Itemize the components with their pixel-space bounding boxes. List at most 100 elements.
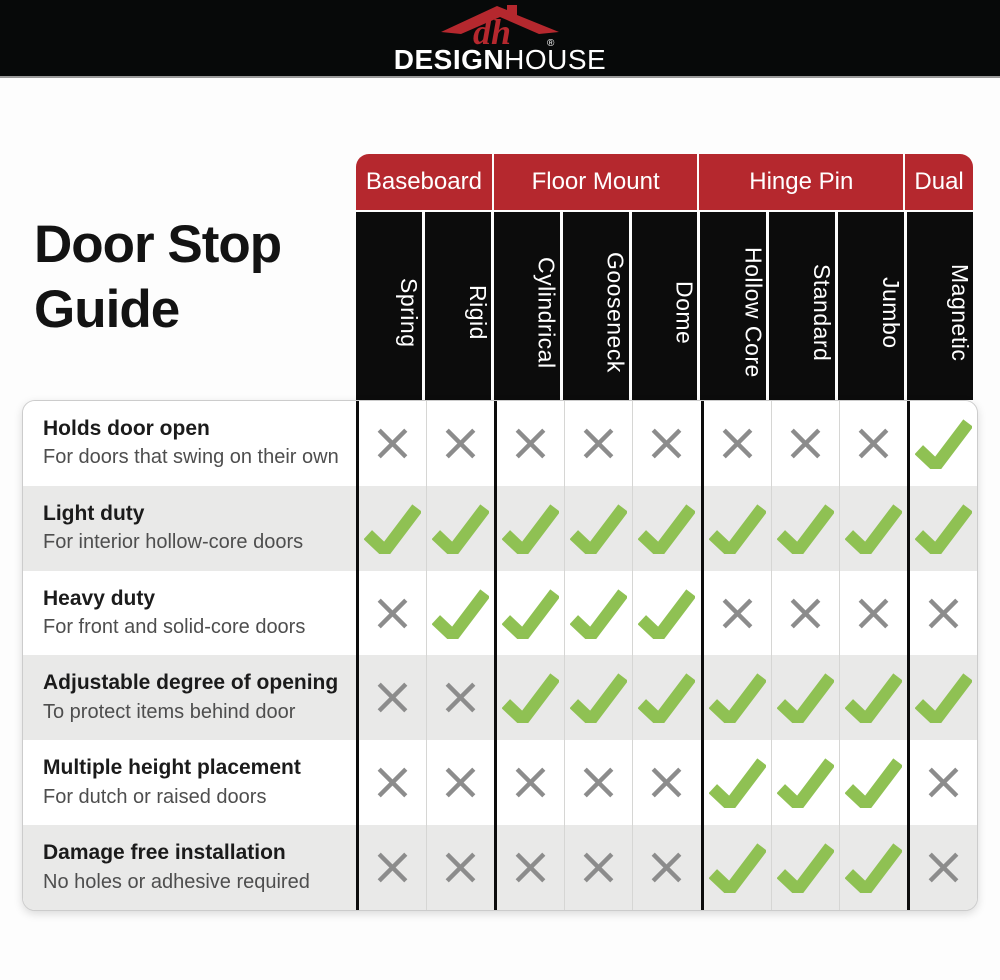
cell-hollow-core-no bbox=[700, 401, 771, 486]
check-icon bbox=[570, 504, 628, 554]
check-icon bbox=[432, 504, 490, 554]
check-icon bbox=[638, 588, 696, 639]
cell-dome-yes bbox=[632, 485, 700, 571]
x-icon bbox=[579, 763, 618, 802]
check-icon bbox=[638, 504, 696, 554]
check-icon bbox=[638, 673, 696, 724]
cell-gooseneck-no bbox=[564, 401, 632, 486]
cell-spring-no bbox=[356, 570, 426, 656]
cell-standard-no bbox=[770, 401, 839, 486]
check-icon bbox=[844, 843, 902, 894]
check-icon bbox=[776, 673, 834, 724]
cell-cylindrical-yes bbox=[494, 655, 564, 741]
column-header-jumbo: Jumbo bbox=[838, 212, 905, 400]
x-icon bbox=[647, 424, 686, 463]
x-icon bbox=[584, 428, 614, 459]
table-row: Heavy duty For front and solid-core doors bbox=[23, 570, 977, 656]
x-icon bbox=[373, 424, 412, 463]
check-icon bbox=[776, 757, 834, 809]
check-icon bbox=[914, 503, 972, 554]
cell-cylindrical-yes bbox=[494, 570, 564, 656]
table-row: Adjustable degree of opening To protect i… bbox=[23, 655, 977, 741]
check-icon bbox=[502, 588, 560, 639]
group-header-hinge-pin: Hinge Pin bbox=[699, 154, 904, 210]
registered-mark: ® bbox=[547, 38, 555, 48]
x-icon bbox=[647, 763, 686, 802]
check-icon bbox=[914, 504, 972, 554]
cell-hollow-core-yes bbox=[700, 740, 771, 826]
cell-hollow-core-yes bbox=[700, 825, 771, 910]
check-icon bbox=[844, 758, 902, 809]
check-icon bbox=[570, 588, 628, 639]
feature-text: Light duty For interior hollow-core doors bbox=[23, 486, 356, 571]
check-icon bbox=[432, 503, 490, 554]
column-header-gooseneck: Gooseneck bbox=[562, 212, 629, 400]
feature-description: For front and solid-core doors bbox=[43, 616, 306, 639]
feature-text: Heavy duty For front and solid-core doors bbox=[23, 571, 356, 656]
cell-hollow-core-yes bbox=[700, 655, 771, 741]
cell-cylindrical-no bbox=[494, 825, 564, 910]
check-icon bbox=[502, 504, 560, 554]
x-icon bbox=[652, 767, 682, 798]
check-icon bbox=[432, 588, 490, 639]
x-icon bbox=[790, 428, 821, 459]
feature-description: For interior hollow-core doors bbox=[43, 531, 304, 554]
cell-spring-no bbox=[356, 740, 426, 826]
x-icon bbox=[377, 428, 408, 459]
cell-gooseneck-no bbox=[564, 740, 632, 826]
x-icon bbox=[441, 678, 480, 717]
cell-rigid-no bbox=[426, 401, 494, 486]
cell-rigid-yes bbox=[426, 570, 494, 656]
x-icon bbox=[515, 852, 546, 883]
check-icon bbox=[638, 503, 696, 554]
check-icon bbox=[844, 673, 902, 724]
check-icon bbox=[502, 673, 560, 724]
cell-magnetic-no bbox=[906, 825, 977, 910]
x-icon bbox=[515, 767, 546, 798]
category-group-header: Baseboard Floor Mount Hinge Pin Dual bbox=[356, 154, 974, 210]
x-icon bbox=[579, 424, 618, 463]
x-icon bbox=[786, 424, 825, 463]
cell-spring-no bbox=[356, 655, 426, 741]
check-icon bbox=[776, 843, 834, 894]
check-icon bbox=[708, 758, 766, 809]
check-icon bbox=[776, 504, 834, 554]
x-icon bbox=[373, 594, 412, 633]
check-icon bbox=[364, 503, 422, 554]
cell-rigid-yes bbox=[426, 485, 494, 571]
feature-description: For doors that swing on their own bbox=[43, 446, 339, 469]
x-icon bbox=[377, 852, 408, 883]
cell-spring-no bbox=[356, 401, 426, 486]
check-icon bbox=[708, 843, 766, 894]
x-icon bbox=[722, 428, 752, 459]
feature-title: Multiple height placement bbox=[43, 756, 301, 780]
column-header-magnetic: Magnetic bbox=[907, 212, 974, 400]
check-icon bbox=[638, 672, 696, 724]
x-icon bbox=[377, 598, 408, 628]
feature-description: No holes or adhesive required bbox=[43, 870, 310, 893]
check-icon bbox=[708, 673, 766, 724]
cell-jumbo-yes bbox=[838, 485, 907, 571]
cell-magnetic-yes bbox=[906, 655, 977, 741]
x-icon bbox=[786, 594, 825, 633]
row-cells bbox=[356, 485, 977, 571]
check-icon bbox=[708, 757, 766, 809]
check-icon bbox=[638, 588, 696, 639]
cell-gooseneck-yes bbox=[564, 655, 632, 741]
x-icon bbox=[652, 852, 682, 883]
cell-standard-yes bbox=[770, 485, 839, 571]
feature-title: Light duty bbox=[43, 501, 145, 525]
check-icon bbox=[844, 757, 902, 809]
brand-name-design: DESIGN bbox=[393, 44, 505, 75]
x-icon bbox=[579, 848, 618, 887]
cell-jumbo-yes bbox=[838, 655, 907, 741]
cell-jumbo-yes bbox=[838, 740, 907, 826]
check-icon bbox=[708, 672, 766, 724]
check-icon bbox=[570, 673, 628, 724]
cell-dome-no bbox=[632, 740, 700, 826]
cell-standard-yes bbox=[770, 740, 839, 826]
feature-text: Damage free installation No holes or adhe… bbox=[23, 825, 356, 910]
check-icon bbox=[776, 758, 834, 809]
x-icon bbox=[718, 424, 757, 463]
x-icon bbox=[928, 598, 959, 628]
